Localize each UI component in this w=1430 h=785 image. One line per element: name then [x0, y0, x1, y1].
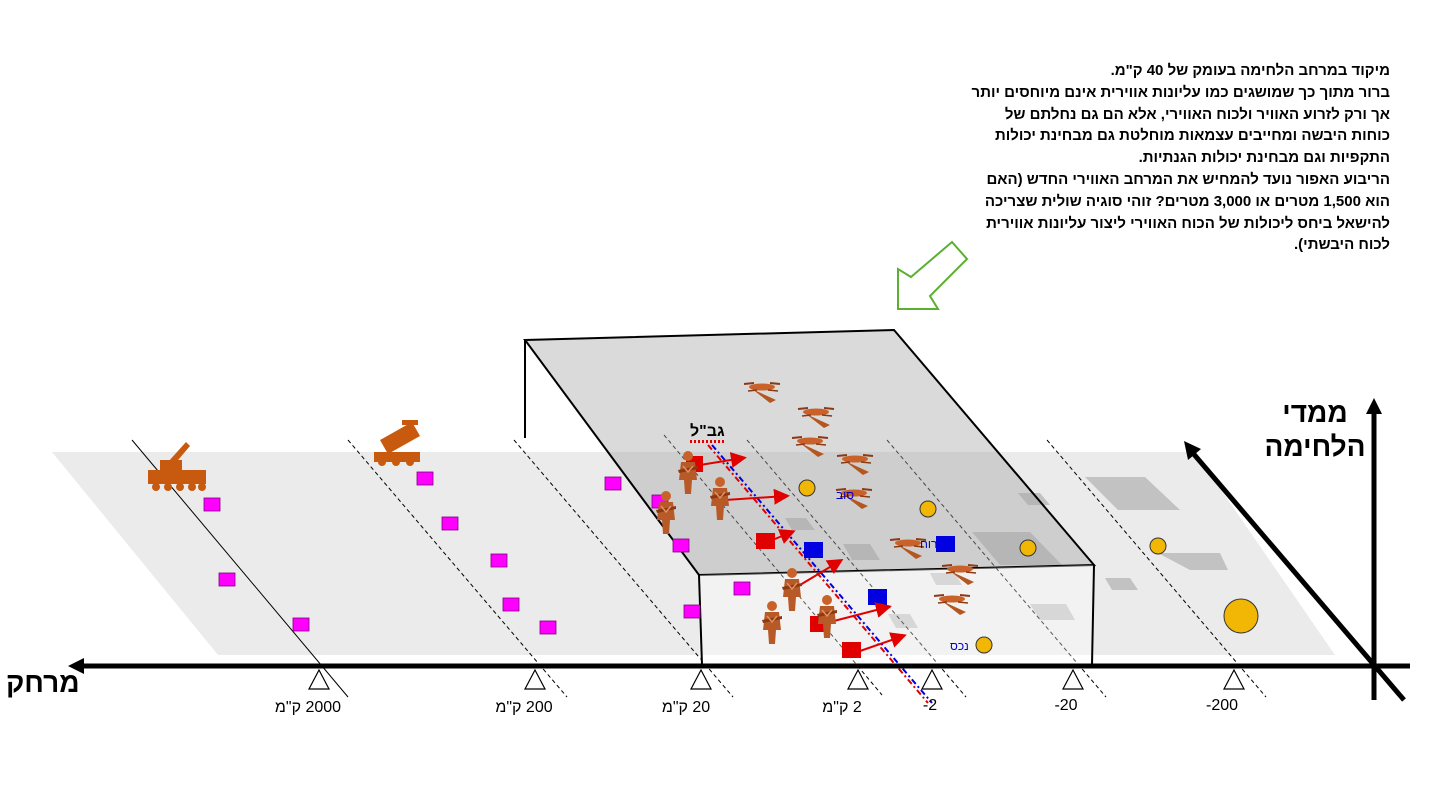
dimension-axis-title: ממדי הלחימה: [1250, 396, 1380, 464]
position-label: נכס: [950, 639, 969, 653]
note-line: ברור מתוך כך שמושגים כמו עליונות אווירית…: [971, 83, 1390, 101]
tick-label: 20 ק"מ: [661, 699, 711, 716]
note-line: אך ורק לזרוע האוויר ולכוח האווירי, אלא ה…: [1004, 105, 1390, 123]
note-line: מיקוד במרחב הלחימה בעומק של 40 ק"מ.: [1110, 62, 1390, 79]
position-label: רוח: [920, 537, 938, 551]
note-line: כוחות היבשה ומחייבים עצמאות מוחלטת גם מב…: [994, 127, 1390, 145]
range-axis-title: מרחק: [6, 667, 80, 698]
friendly-markers: [804, 536, 955, 605]
note-line: התקפיות וגם מבחינת יכולות הגנתיות.: [1138, 149, 1390, 167]
range-axis: [68, 658, 1410, 674]
border-label: גב"ל: [690, 423, 725, 443]
explanation-note: מיקוד במרחב הלחימה בעומק של 40 ק"מ. ברור…: [900, 60, 1390, 256]
tick-markers: [308, 668, 1245, 690]
tick-label: -20: [1054, 697, 1078, 714]
rocket-launcher-icon: [148, 442, 206, 491]
enemy-markers: [203, 471, 751, 635]
tick-label: 2 ק"מ: [822, 699, 862, 716]
arrow-down-left-icon: [897, 240, 969, 310]
tick-label: -200: [1205, 697, 1239, 714]
dimension-title-line: הלחימה: [1264, 431, 1366, 462]
target-circles: [798, 479, 1259, 654]
depth-lines: [131, 434, 1267, 698]
attack-arrows: [699, 452, 907, 652]
note-line: הריבוע האפור נועד להמחיש את המרחב האוויר…: [986, 170, 1390, 188]
position-label: סוב: [836, 488, 855, 502]
tick-label: 200 ק"מ: [495, 699, 553, 716]
tick-label: 2000 ק"מ: [274, 699, 342, 716]
tick-label: -2: [922, 697, 938, 714]
terrain-patches: [785, 477, 1228, 628]
note-line: הוא 1,500 מטרים או 3,000 מטרים? זוהי סוג…: [984, 192, 1390, 210]
missile-launcher-icon: [374, 420, 420, 466]
note-line: להישאל ביחס ליכולות של הכוח האווירי ליצו…: [986, 214, 1390, 232]
dimension-title-line: ממדי: [1282, 397, 1348, 428]
note-line: לכוח היבשתי).: [1294, 236, 1390, 254]
ground-plane: [52, 452, 1335, 655]
dimension-axes: [1184, 398, 1406, 702]
